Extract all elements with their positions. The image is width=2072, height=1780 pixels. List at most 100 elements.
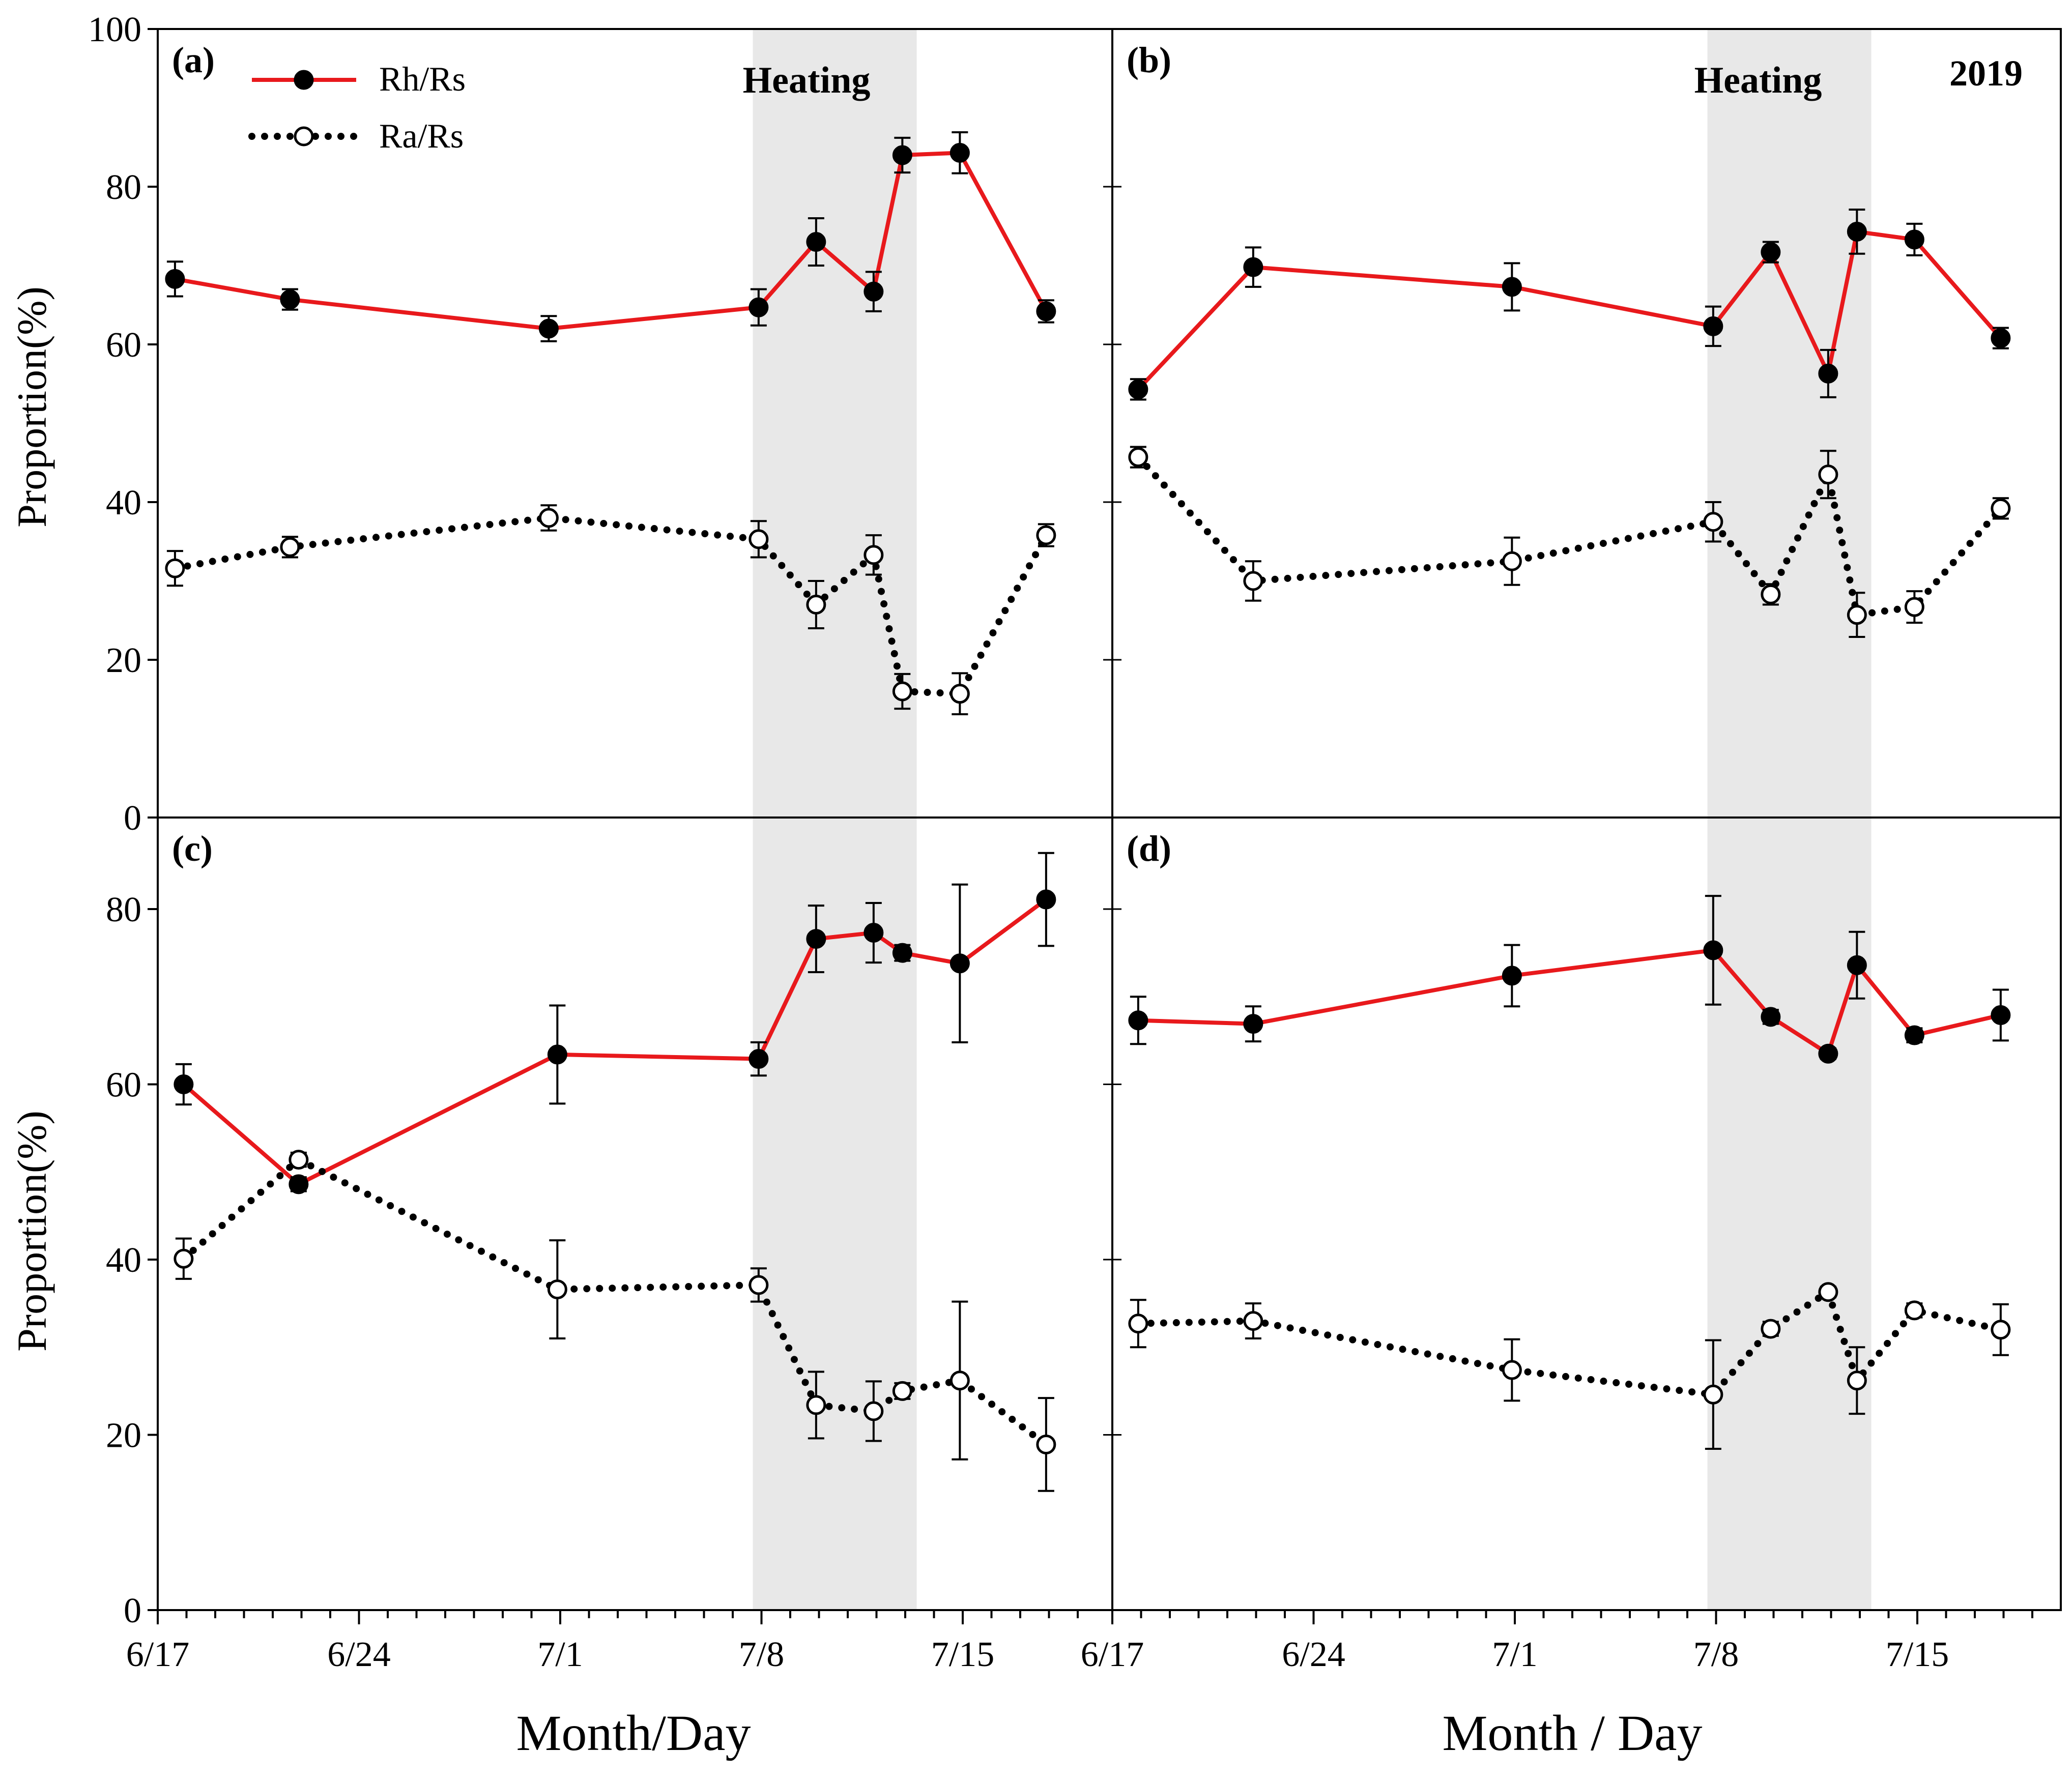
rh-point-c [289, 1174, 309, 1194]
ra-point-c [547, 1239, 567, 1340]
panel-frame-a [157, 28, 1113, 819]
rh-marker [892, 943, 912, 963]
legend-rh-marker [294, 70, 314, 90]
x-tick-label-c: 7/15 [931, 1635, 994, 1674]
panel-label-c: (c) [172, 828, 213, 869]
ra-marker [1761, 584, 1781, 604]
rh-marker [749, 1049, 769, 1069]
ra-point-b [1761, 583, 1781, 606]
rh-marker [1243, 257, 1263, 277]
rh-marker [1818, 363, 1838, 384]
rh-point-d [1904, 1025, 1924, 1045]
y-tick-label-a: 0 [124, 799, 141, 838]
rh-marker [1243, 1014, 1263, 1034]
rh-point-d [1243, 1005, 1263, 1043]
ra-point-b [1703, 501, 1723, 543]
rh-point-a [864, 271, 884, 312]
x-tick-label-d: 7/15 [1886, 1635, 1949, 1674]
x-tick-label-c: 6/24 [327, 1635, 390, 1674]
ra-marker [1847, 1370, 1867, 1391]
ra-point-c [749, 1267, 769, 1303]
ra-point-a [892, 673, 912, 710]
y-tick-label-c: 40 [106, 1241, 141, 1280]
rh-marker [174, 1074, 194, 1094]
rh-point-a [1036, 299, 1056, 324]
x-axis-title-left: Month/Day [516, 1705, 751, 1761]
y-axis-title-top: Proportion(%) [9, 286, 55, 528]
ra-point-b [1991, 497, 2011, 520]
ra-marker [165, 558, 185, 578]
rh-marker [1904, 1025, 1924, 1045]
rh-marker [289, 1174, 309, 1194]
ra-point-d [1243, 1302, 1263, 1340]
ra-point-b [1502, 536, 1522, 586]
rh-point-d [1703, 895, 1723, 1006]
x-axis-title-right: Month / Day [1442, 1705, 1702, 1761]
y-tick-label-a: 40 [106, 483, 141, 522]
rh-point-c [547, 1004, 567, 1105]
ra-marker [1991, 498, 2011, 518]
rh-marker [864, 923, 884, 943]
rh-point-d [1991, 988, 2011, 1042]
panel-frame-b [1111, 28, 2062, 819]
rh-point-b [1243, 246, 1263, 288]
ra-marker [538, 508, 559, 528]
rh-point-b [1818, 348, 1838, 398]
rh-point-c [949, 883, 970, 1043]
rh-point-a [749, 288, 769, 327]
ra-marker [864, 545, 884, 565]
rh-point-c [174, 1063, 194, 1106]
rh-point-c [749, 1041, 769, 1077]
heating-label-b: Heating [1694, 60, 1822, 101]
y-axis-title-bottom: Proportion(%) [9, 1111, 55, 1352]
rh-marker [1904, 229, 1924, 250]
x-tick-label-c: 7/8 [739, 1635, 784, 1674]
rh-point-b [1847, 208, 1867, 255]
rh-marker [806, 232, 826, 252]
rh-marker [1761, 1007, 1781, 1027]
ra-point-a [538, 504, 559, 532]
ra-point-d [1904, 1300, 1924, 1321]
rh-marker [1036, 301, 1056, 322]
ra-marker [1904, 597, 1924, 617]
rh-point-b [1991, 327, 2011, 349]
legend-ra-marker [294, 126, 314, 147]
rh-marker [1847, 955, 1867, 975]
ra-point-a [280, 536, 300, 559]
ra-marker [289, 1150, 309, 1170]
legend-ra-label: Ra/Rs [379, 116, 464, 155]
ra-marker [1243, 1311, 1263, 1331]
ra-marker [749, 529, 769, 549]
ra-point-d [1991, 1303, 2011, 1356]
y-tick-label-a: 100 [88, 10, 141, 49]
ra-point-c [949, 1300, 970, 1461]
rh-point-d [1761, 1007, 1781, 1027]
ra-marker [892, 681, 912, 702]
rh-point-a [165, 260, 185, 298]
rh-marker [949, 142, 970, 163]
rh-point-a [806, 217, 826, 267]
ra-point-c [806, 1370, 826, 1440]
ra-marker [1036, 1434, 1056, 1454]
heating-band-a [753, 30, 917, 818]
y-tick-label-a: 20 [106, 641, 141, 680]
ra-point-d [1847, 1346, 1867, 1415]
ra-marker [1502, 1360, 1522, 1380]
rh-point-d [1128, 996, 1148, 1045]
ra-marker [1703, 1384, 1723, 1405]
ra-point-c [289, 1150, 309, 1170]
rh-marker [1991, 328, 2011, 348]
heating-band-c [753, 819, 917, 1610]
rh-marker [1703, 940, 1723, 960]
ra-point-a [864, 534, 884, 576]
legend-rh-label: Rh/Rs [379, 60, 466, 98]
panel-frame-d [1111, 816, 2062, 1611]
x-tick-label-d: 6/17 [1081, 1635, 1144, 1674]
rh-point-c [1036, 852, 1056, 947]
heating-band-b [1707, 30, 1872, 818]
ra-point-a [949, 672, 970, 715]
rh-point-a [949, 131, 970, 174]
ra-point-d [1128, 1299, 1148, 1349]
rh-point-d [1502, 944, 1522, 1008]
